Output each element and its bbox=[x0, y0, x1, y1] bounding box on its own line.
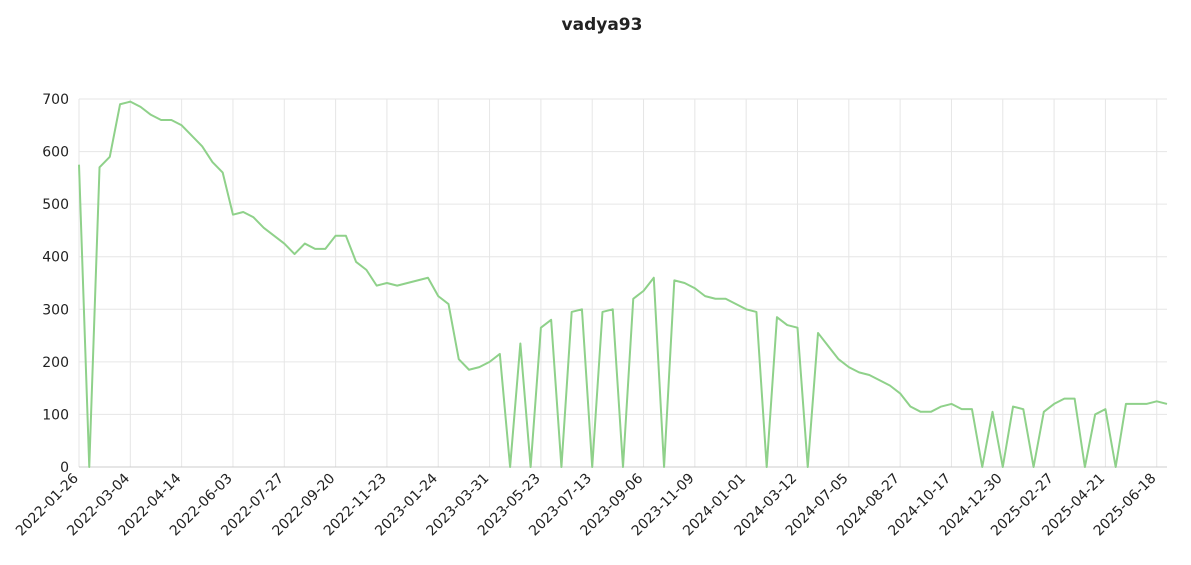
y-tick-label: 400 bbox=[42, 250, 69, 266]
y-tick-label: 0 bbox=[60, 460, 69, 476]
y-tick-label: 500 bbox=[42, 197, 69, 213]
y-tick-label: 300 bbox=[42, 302, 69, 318]
y-tick-label: 100 bbox=[42, 407, 69, 423]
y-tick-label: 600 bbox=[42, 145, 69, 161]
chart-title: vadya93 bbox=[562, 15, 643, 35]
line-series bbox=[78, 100, 1168, 468]
y-tick-label: 700 bbox=[42, 92, 69, 108]
y-tick-label: 200 bbox=[42, 355, 69, 371]
